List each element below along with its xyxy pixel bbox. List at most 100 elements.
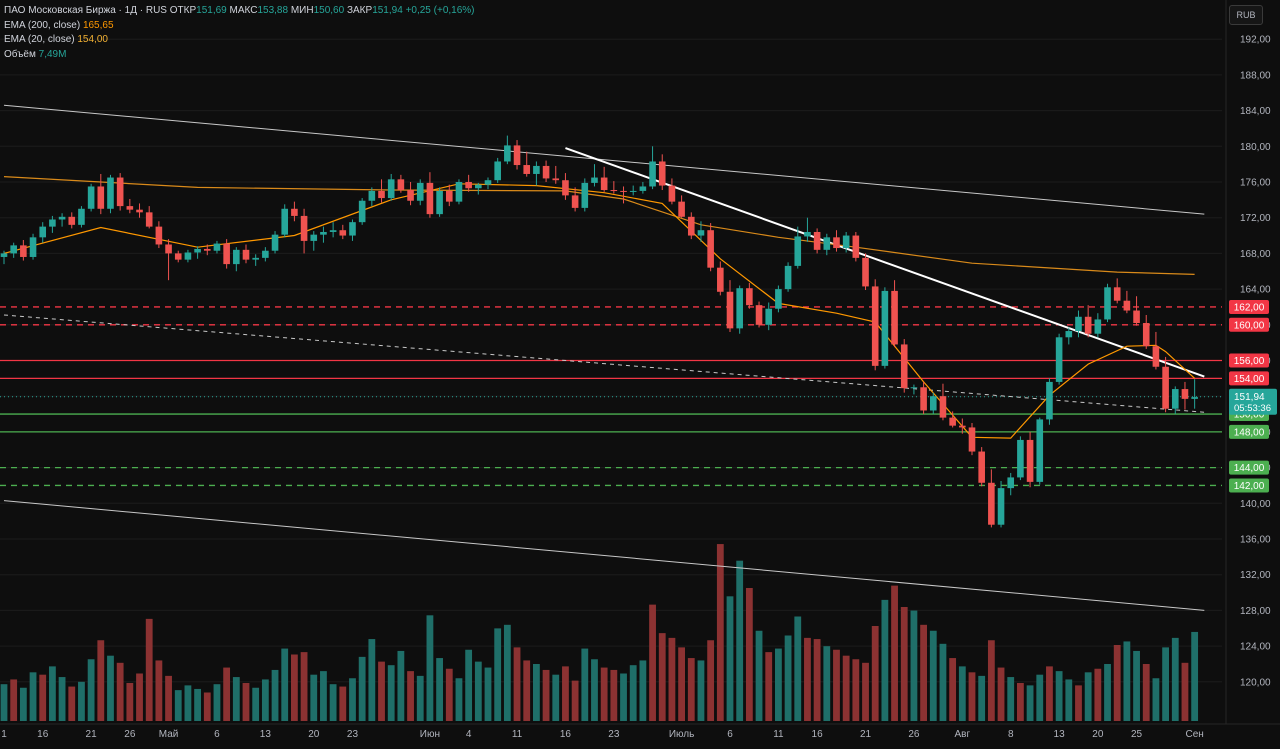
candle — [465, 174, 472, 192]
candle-body — [494, 161, 501, 181]
volume-bar — [252, 687, 260, 721]
last-price-tag-value: 151,94 — [1234, 392, 1265, 403]
volume-bar — [1017, 683, 1024, 721]
candle-body — [436, 190, 443, 215]
candle-body — [213, 243, 221, 251]
candle — [591, 164, 598, 187]
volume-bar — [542, 669, 550, 721]
volume-bar — [1171, 637, 1179, 721]
volume-bar — [39, 674, 47, 721]
candle — [726, 280, 734, 332]
candle — [436, 187, 443, 217]
currency-button[interactable]: RUB — [1229, 5, 1263, 25]
candles[interactable] — [0, 135, 1198, 528]
candle — [416, 179, 424, 206]
price-tick-label: 180,00 — [1240, 142, 1271, 153]
candle — [68, 212, 76, 229]
candle-body — [552, 178, 560, 181]
volume-row[interactable]: Объём 7,49M — [4, 48, 475, 63]
candle-body — [252, 257, 259, 260]
volume-bar — [1075, 685, 1082, 721]
candle — [58, 213, 66, 227]
candle — [116, 173, 124, 211]
candle-body — [833, 237, 840, 249]
horizontal-levels[interactable] — [0, 306, 1222, 487]
volume-bar — [445, 668, 453, 721]
candle — [445, 184, 453, 207]
volume-bar — [1055, 671, 1063, 721]
candle — [1036, 417, 1044, 485]
symbol-title[interactable]: ПАО Московская Биржа · 1Д · RUS — [4, 5, 167, 16]
candle-body — [387, 179, 395, 199]
candle — [1181, 381, 1189, 410]
ema200-row[interactable]: EMA (200, close) 165,65 — [4, 19, 475, 34]
volume-bar — [533, 664, 540, 721]
candle-body — [939, 396, 947, 418]
candle-body — [165, 244, 172, 254]
volume-bar — [358, 656, 366, 721]
candle — [1113, 278, 1121, 304]
candle — [959, 418, 966, 434]
time-axis[interactable]: 1 16 21 26 Май 6 13 20 23 Июн 4 11 16 23 Июль 6 11 16 21 26… — [0, 723, 1280, 740]
level-price-tag-label: 154,00 — [1234, 374, 1265, 385]
candle-body — [349, 222, 356, 236]
volume-bar — [745, 588, 753, 721]
candle-body — [407, 190, 414, 201]
candle-body — [755, 305, 763, 325]
price-tick-label: 172,00 — [1240, 213, 1271, 224]
volume-bar — [552, 674, 560, 721]
volume-bar — [378, 661, 385, 721]
candle-body — [600, 177, 608, 191]
volume-bar — [397, 650, 405, 721]
level-price-tag — [1229, 317, 1269, 332]
price-tick-label: 164,00 — [1240, 285, 1271, 296]
volume-bar — [1104, 664, 1111, 721]
volume-bar — [649, 604, 656, 721]
candle-body — [1104, 287, 1111, 320]
level-price-tag-label: 150,00 — [1234, 410, 1265, 421]
candle — [775, 285, 782, 313]
candle-body — [997, 488, 1005, 525]
candle — [629, 185, 637, 196]
volume-bar — [949, 658, 957, 721]
candle — [1065, 327, 1073, 345]
candle-body — [39, 226, 47, 238]
candle — [562, 173, 569, 200]
candle-body — [813, 231, 821, 250]
volume-bar — [1142, 664, 1150, 721]
volume-bar — [881, 599, 889, 721]
candle — [978, 447, 985, 487]
countdown-timer: 05:53:36 — [1234, 403, 1271, 414]
candle-body — [49, 219, 56, 227]
candle — [136, 203, 143, 218]
candle-body — [726, 291, 734, 329]
candle-body — [959, 425, 966, 428]
candle — [1171, 386, 1179, 415]
volume-bar — [126, 683, 134, 721]
candle-body — [155, 226, 163, 245]
candle — [813, 228, 821, 254]
volume-bar — [862, 662, 869, 721]
candle — [620, 186, 627, 204]
candle-body — [416, 182, 424, 201]
close-label: ЗАКР — [346, 5, 373, 16]
volume-bar — [987, 640, 995, 721]
candle-body — [310, 234, 318, 241]
time-tick-label: 16 — [812, 729, 824, 740]
candle — [1084, 305, 1092, 338]
volume-bar — [436, 658, 443, 721]
price-tick-label: 176,00 — [1240, 178, 1271, 189]
ema20-row[interactable]: EMA (20, close) 154,00 — [4, 33, 475, 48]
volume-bar — [465, 649, 473, 721]
volume-bar — [978, 675, 986, 721]
candle-body — [87, 186, 95, 209]
time-tick-label: 25 — [1131, 729, 1143, 740]
candle — [610, 181, 618, 194]
volume-bar — [10, 679, 18, 721]
volume-bar — [58, 677, 66, 721]
time-tick-label: 8 — [1008, 729, 1014, 740]
candle-body — [784, 265, 792, 290]
candle — [823, 233, 831, 256]
